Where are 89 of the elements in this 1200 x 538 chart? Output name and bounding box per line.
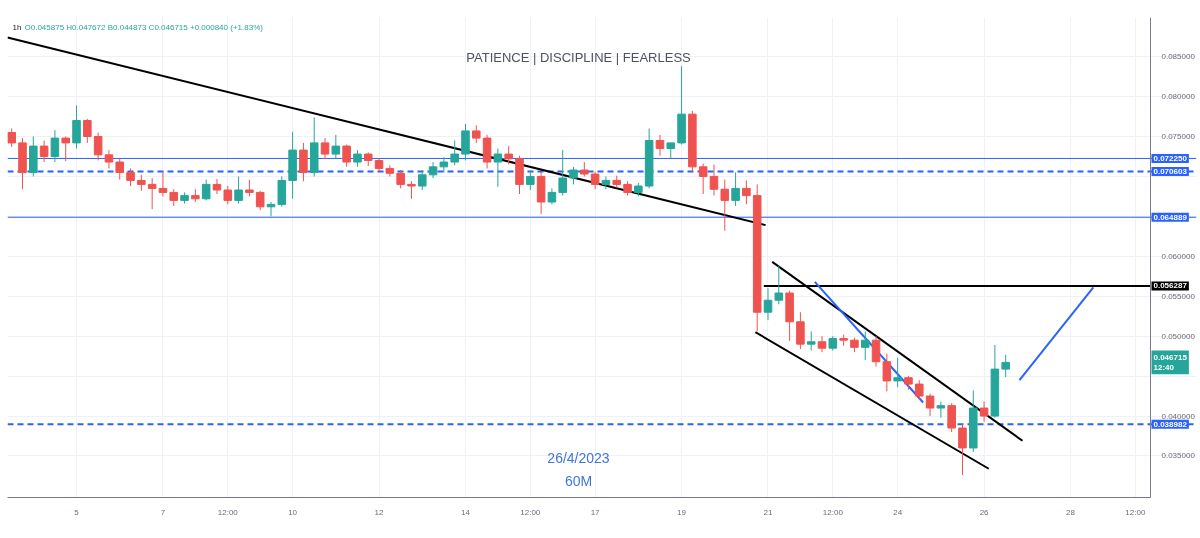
candlestick bbox=[979, 401, 989, 423]
candlestick bbox=[504, 145, 513, 165]
candlestick bbox=[104, 149, 114, 169]
candlestick bbox=[39, 140, 49, 163]
x-tick-label: 21 bbox=[763, 507, 773, 517]
candlestick bbox=[50, 129, 60, 163]
x-tick-label: 17 bbox=[590, 507, 601, 517]
candlestick bbox=[526, 170, 535, 191]
candlestick bbox=[201, 179, 211, 201]
annotation: 60M bbox=[564, 472, 593, 489]
candlestick bbox=[482, 134, 492, 169]
candlestick bbox=[914, 379, 924, 401]
candlestick bbox=[731, 171, 740, 207]
candlestick bbox=[601, 175, 611, 190]
series-label: 0.056287 bbox=[1153, 281, 1188, 291]
annotation: 26/4/2023 bbox=[547, 449, 610, 466]
ref-line-label: 0.072250 bbox=[1153, 153, 1188, 163]
candlestick bbox=[277, 175, 287, 208]
candlestick bbox=[61, 136, 70, 162]
x-tick-label: 12 bbox=[374, 507, 385, 517]
candlestick bbox=[320, 137, 330, 160]
annotation: 0.046715 12:40 bbox=[1153, 352, 1188, 373]
candlestick bbox=[223, 185, 233, 205]
ref-line-label: 0.070603 bbox=[1153, 167, 1188, 177]
candlestick bbox=[860, 330, 870, 361]
candlestick bbox=[796, 311, 805, 350]
y-tick-label: 0.035000 bbox=[1161, 451, 1196, 461]
candlestick bbox=[147, 177, 157, 210]
candlestick bbox=[255, 190, 265, 211]
candlestick bbox=[7, 128, 16, 148]
candlestick bbox=[158, 171, 168, 197]
y-tick-label: 0.075000 bbox=[1161, 132, 1196, 141]
candlestick bbox=[558, 149, 567, 197]
candlestick bbox=[763, 287, 773, 321]
x-tick-label: 12:00 bbox=[822, 507, 844, 517]
candlestick bbox=[709, 163, 719, 197]
candlestick bbox=[925, 393, 935, 417]
candlestick bbox=[958, 423, 967, 476]
candlestick bbox=[655, 134, 665, 157]
candlestick bbox=[72, 104, 81, 149]
x-tick-label: 26 bbox=[979, 507, 990, 517]
ref-line-label: 0.038982 bbox=[1153, 419, 1188, 429]
x-tick-label: 12:00 bbox=[1125, 507, 1146, 517]
annotation: O0.045875 H0.047672 B0.044873 C0.046715 +0.000840 (+1.83%) bbox=[24, 23, 264, 32]
candlestick bbox=[461, 123, 470, 161]
candlestick bbox=[439, 156, 449, 173]
candlestick bbox=[720, 179, 730, 232]
y-tick-label: 0.055000 bbox=[1161, 291, 1196, 301]
y-tick-label: 0.060000 bbox=[1161, 251, 1196, 261]
candlestick bbox=[947, 402, 956, 433]
candlestick bbox=[871, 335, 881, 368]
y-tick-label: 0.040000 bbox=[1161, 411, 1196, 421]
candlestick bbox=[450, 140, 459, 166]
candlestick bbox=[774, 265, 784, 305]
candlestick bbox=[342, 143, 351, 168]
y-tick-label: 0.080000 bbox=[1161, 92, 1196, 102]
y-tick-label: 0.085000 bbox=[1161, 52, 1196, 62]
x-tick-label: 28 bbox=[1066, 507, 1076, 517]
annotation: 1h bbox=[12, 23, 22, 32]
candlestick bbox=[698, 163, 708, 195]
candlestick bbox=[742, 179, 751, 205]
x-tick-label: 24 bbox=[893, 507, 903, 517]
candlestick bbox=[115, 158, 125, 181]
candlestick bbox=[396, 169, 405, 189]
candlestick bbox=[893, 357, 902, 388]
x-tick-label: 14 bbox=[461, 507, 471, 517]
candlestick bbox=[1001, 354, 1010, 378]
candlestick bbox=[385, 164, 395, 177]
x-tick-label: 7 bbox=[160, 507, 166, 517]
candlestick bbox=[234, 175, 243, 205]
candlestick bbox=[212, 178, 222, 195]
candlestick bbox=[417, 169, 427, 191]
y-tick-label: 0.050000 bbox=[1161, 331, 1196, 341]
ref-line-label: 0.064889 bbox=[1153, 212, 1188, 222]
candlestick bbox=[83, 118, 92, 144]
candlestick bbox=[299, 142, 308, 182]
candlestick bbox=[936, 401, 946, 419]
candlestick bbox=[817, 335, 827, 353]
x-tick-label: 19 bbox=[677, 507, 687, 517]
candlestick bbox=[331, 134, 341, 160]
x-tick-label: 5 bbox=[74, 507, 80, 517]
x-tick-label: 12:00 bbox=[217, 507, 239, 517]
candlestick bbox=[93, 132, 103, 161]
candlestick bbox=[882, 353, 892, 392]
x-tick-label: 12:00 bbox=[520, 507, 541, 517]
candlestick bbox=[493, 147, 503, 188]
x-tick-label: 10 bbox=[288, 507, 298, 517]
text: PATIENCE | DISCIPLINE | FEARLESS bbox=[466, 50, 692, 65]
candlestick bbox=[806, 330, 816, 352]
